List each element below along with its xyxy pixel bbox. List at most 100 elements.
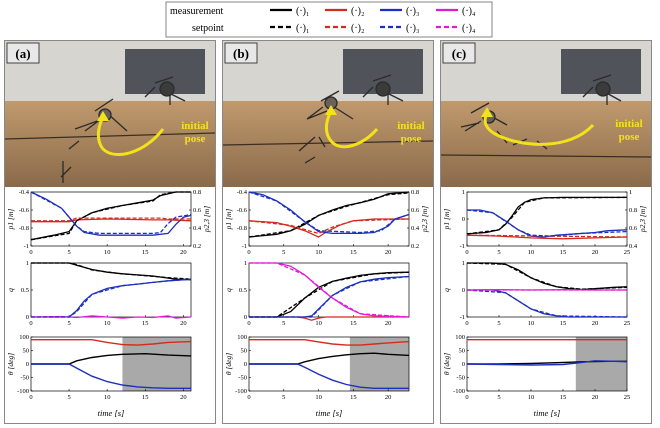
- pb-theta-ytick-label: 0: [244, 361, 247, 368]
- pa-pos-xtick-label: 20: [180, 249, 187, 256]
- pa-pos-ylabel-left: p1 [m]: [6, 209, 15, 231]
- pc-q-xtick-label: 15: [560, 320, 567, 327]
- legend-entry-meas-1: (·)₁: [296, 6, 309, 17]
- pc-pos-xtick-label: 10: [528, 249, 535, 256]
- pc-q-xtick-label: 25: [624, 320, 631, 327]
- pa-q-ylabel: q: [6, 288, 15, 292]
- pb-pos-xtick-label: 20: [385, 249, 392, 256]
- panel-label: (a): [15, 46, 30, 61]
- pb-theta-ytick-label: 100: [237, 334, 247, 341]
- pc-pos-ytick-label: -1: [460, 243, 465, 250]
- initial-pose-label-line2: pose: [401, 133, 422, 145]
- pc-q-ylabel: q: [442, 288, 451, 292]
- pa-theta-xtick-label: 15: [142, 394, 149, 401]
- pa-pos-ytick-label: -1: [24, 243, 29, 250]
- initial-pose-label-line2: pose: [185, 133, 206, 145]
- pc-pos-ytick-label: 1: [462, 189, 465, 196]
- pa-pos-xtick-label: 15: [142, 249, 149, 256]
- pa-theta-ylabel: θ [deg]: [6, 353, 15, 375]
- pa-pos-ylabel-right: p2,3 [m]: [202, 206, 211, 233]
- initial-pose-label-line1: initial: [181, 120, 209, 132]
- pc-pos-ytick-right-label: 1: [629, 189, 632, 196]
- pc-pos-measurement-series: [467, 210, 627, 237]
- pa-q-ytick-label: 1: [26, 260, 29, 267]
- pa-q-ytick-label: 0.5: [21, 287, 29, 294]
- photo-c: initial pose (c): [441, 41, 651, 187]
- pb-q-ytick-label: 1: [244, 260, 247, 267]
- pc-pos-xtick-label: 15: [560, 249, 567, 256]
- pa-q-xtick-label: 5: [67, 320, 70, 327]
- pb-pos-ylabel-right: p2,3 [m]: [420, 206, 429, 233]
- pc-pos-ytick-right-label: 0.8: [629, 207, 637, 214]
- pb-pos-ytick-label: -0.8: [237, 225, 247, 232]
- pc-theta-xtick-label: 10: [528, 394, 535, 401]
- pa-pos-ytick-right-label: 0.8: [193, 189, 201, 196]
- pb-theta-xtick-label: 10: [315, 394, 322, 401]
- pa-theta-ytick-label: 100: [19, 334, 29, 341]
- pc-theta-xtick-label: 15: [560, 394, 567, 401]
- pa-q-xtick-label: 0: [29, 320, 32, 327]
- pb-q-xtick-label: 0: [247, 320, 250, 327]
- pa-pos-ytick-right-label: 0.4: [193, 225, 202, 232]
- panel-label: (b): [233, 46, 249, 61]
- pa-theta-xtick-label: 10: [104, 394, 111, 401]
- pb-pos-ytick-right-label: 0.4: [411, 225, 420, 232]
- pc-pos-xtick-label: 5: [497, 249, 500, 256]
- pa-theta-ytick-label: -100: [17, 388, 29, 395]
- pc-q-xtick-label: 20: [592, 320, 599, 327]
- initial-pose-label-line1: initial: [615, 118, 643, 130]
- pa-q-setpoint-series: [31, 263, 191, 279]
- pb-theta-ytick-label: -100: [235, 388, 247, 395]
- legend-entry-meas-3: (·)₃: [406, 6, 419, 17]
- pb-pos-xtick-label: 10: [315, 249, 322, 256]
- pa-theta-ytick-label: 50: [23, 348, 30, 355]
- pb-pos-xtick-label: 0: [247, 249, 250, 256]
- pa-q-measurement-series: [31, 279, 191, 317]
- pb-pos-ytick-label: -0.4: [237, 189, 248, 196]
- pc-theta-ylabel: θ [deg]: [442, 353, 451, 375]
- pa-pos-measurement-series: [31, 192, 191, 240]
- pc-q-ytick-label: -1: [460, 314, 465, 321]
- pa-theta-xtick-label: 5: [67, 394, 70, 401]
- legend-measurement-label: measurement: [170, 6, 224, 17]
- legend-setpoint-label: setpoint: [192, 23, 224, 34]
- pb-q-xtick-label: 15: [350, 320, 357, 327]
- pa-q-axes-frame: [31, 263, 191, 317]
- pa-pos-ytick-right-label: 0.2: [193, 243, 201, 250]
- legend-entry-set-4: (·)₄: [462, 23, 476, 34]
- pa-pos-xtick-label: 0: [29, 249, 32, 256]
- pc-q-setpoint-series: [467, 263, 627, 289]
- pc-theta-xtick-label: 25: [624, 394, 631, 401]
- pc-pos-ylabel-left: p1 [m]: [442, 209, 451, 231]
- pc-pos-xtick-label: 20: [592, 249, 599, 256]
- pb-pos-ytick-label: -1: [242, 243, 247, 250]
- pb-pos-ylabel-left: p1 [m]: [224, 209, 233, 231]
- pa-pos-ytick-label: -0.6: [19, 207, 30, 214]
- pc-q-ytick-label: 1: [462, 260, 465, 267]
- pb-q-measurement-series: [249, 263, 409, 317]
- legend-entry-set-3: (·)₃: [406, 23, 419, 34]
- pc-q-measurement-series: [467, 263, 627, 290]
- pc-theta-ytick-label: 100: [455, 334, 465, 341]
- pb-q-xtick-label: 5: [282, 320, 285, 327]
- pb-theta-xtick-label: 15: [350, 394, 357, 401]
- pc-theta-xtick-label: 20: [592, 394, 599, 401]
- pb-pos-ytick-right-label: 0.6: [411, 207, 420, 214]
- pa-pos-setpoint-series: [31, 192, 191, 240]
- pc-theta-xtick-label: 5: [497, 394, 500, 401]
- pc-theta-ytick-label: -50: [456, 375, 465, 382]
- pb-q-setpoint-series: [249, 263, 409, 317]
- pb-q-axes-frame: [249, 263, 409, 317]
- pb-theta-xtick-label: 5: [282, 394, 285, 401]
- pc-pos-xtick-label: 0: [465, 249, 468, 256]
- pa-pos-ytick-label: -0.8: [19, 225, 29, 232]
- pc-pos-ylabel-right: p2,3 [m]: [638, 206, 647, 233]
- pc-q-xtick-label: 10: [528, 320, 535, 327]
- pb-pos-xtick-label: 15: [350, 249, 357, 256]
- legend-entry-set-1: (·)₁: [296, 23, 309, 34]
- pc-q-xtick-label: 5: [497, 320, 500, 327]
- pa-pos-xtick-label: 5: [67, 249, 70, 256]
